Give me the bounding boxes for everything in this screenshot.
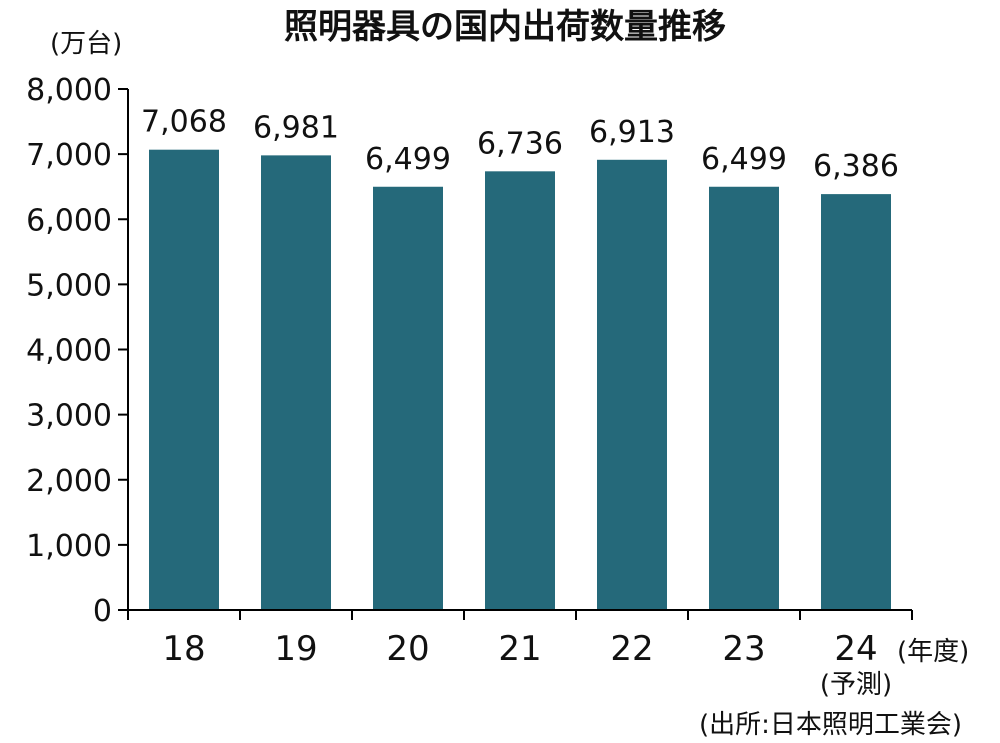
y-axis: 0 1,000 2,000 3,000 4,000 5,000 6,000 7,000 8,00…	[26, 73, 128, 629]
bar	[149, 149, 219, 610]
value-label: 6,981	[253, 110, 339, 145]
y-tick-label: 5,000	[26, 268, 112, 303]
x-axis: 18 19 20 21 22 23 24	[127, 610, 913, 669]
source-note: (出所:日本照明工業会)	[699, 710, 962, 740]
y-tick-label: 4,000	[26, 334, 112, 369]
bar	[821, 194, 891, 610]
data-labels: 7,068 6,981 6,499 6,736 6,913 6,499 6,386	[141, 105, 899, 184]
y-tick-label: 0	[93, 594, 112, 629]
bar	[485, 171, 555, 610]
y-tick-label: 6,000	[26, 203, 112, 238]
value-label: 6,386	[813, 149, 899, 184]
y-tick-label: 2,000	[26, 464, 112, 499]
x-tick-label: 24	[834, 629, 877, 669]
x-tick-label: 21	[498, 629, 541, 669]
x-tick-label: 23	[722, 629, 765, 669]
bar	[597, 159, 667, 610]
bar	[709, 186, 779, 610]
category-note: (予測)	[820, 670, 892, 700]
x-tick-label: 18	[162, 629, 205, 669]
y-tick-label: 7,000	[26, 138, 112, 173]
chart-title: 照明器具の国内出荷数量推移	[284, 7, 726, 47]
y-tick-label: 8,000	[26, 73, 112, 108]
x-tick-label: 20	[386, 629, 429, 669]
value-label: 7,068	[141, 105, 227, 140]
x-tick-label: 19	[274, 629, 317, 669]
value-label: 6,499	[701, 142, 787, 177]
y-tick-label: 3,000	[26, 399, 112, 434]
value-label: 6,913	[589, 115, 675, 150]
x-tick-label: 22	[610, 629, 653, 669]
x-axis-unit-label: (年度)	[897, 637, 969, 667]
value-label: 6,736	[477, 126, 563, 161]
value-label: 6,499	[365, 142, 451, 177]
bar-series	[149, 149, 891, 611]
bar	[373, 186, 443, 610]
bar	[261, 155, 331, 611]
y-tick-label: 1,000	[26, 529, 112, 564]
y-axis-unit-label: (万台)	[50, 29, 122, 59]
